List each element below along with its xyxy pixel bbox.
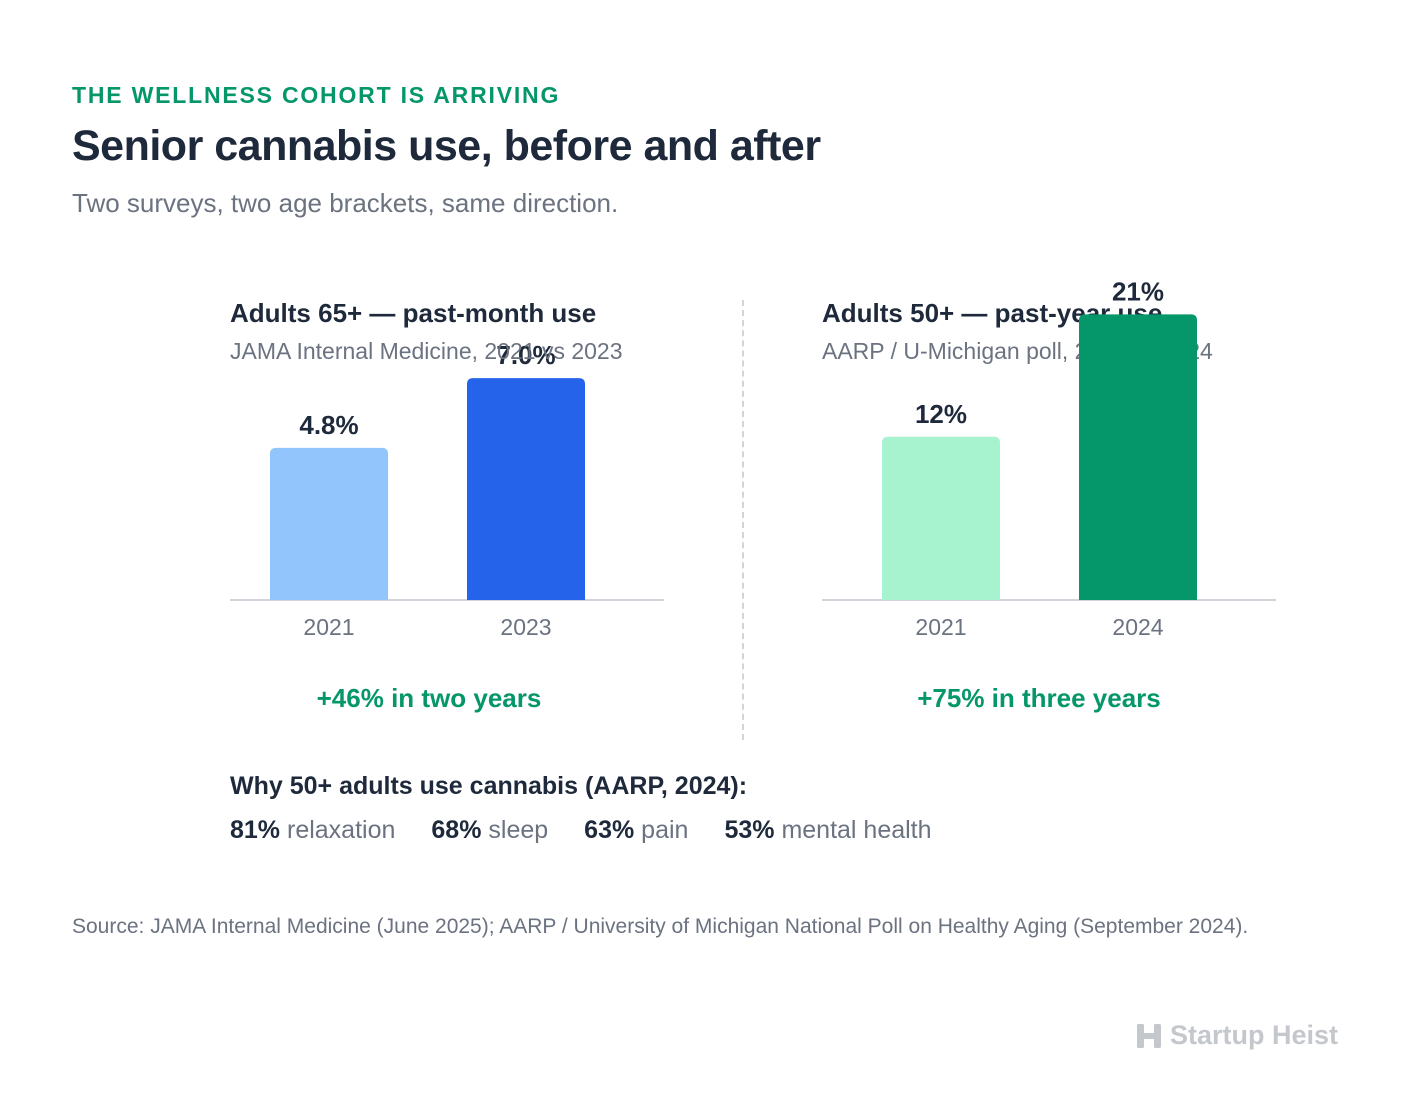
bar-2021 (270, 447, 388, 600)
x-tick-label: 2024 (1112, 614, 1163, 640)
page-subtitle: Two surveys, two age brackets, same dire… (72, 188, 619, 218)
change-label-65plus: +46% in two years (316, 683, 542, 713)
bar-2023 (467, 378, 585, 600)
source-note: Source: JAMA Internal Medicine (June 202… (72, 915, 1249, 938)
reason-pct: 53% (724, 816, 775, 844)
reason-pct: 81% (230, 816, 281, 844)
reason-label: sleep (488, 816, 549, 844)
panel-divider (742, 300, 744, 740)
page-title: Senior cannabis use, before and after (72, 122, 821, 170)
reason-pct: 63% (584, 816, 635, 844)
brand-name: Startup Heist (1169, 1020, 1338, 1050)
x-tick-label: 2021 (915, 614, 966, 640)
x-tick-label: 2023 (500, 614, 551, 640)
reason-item: 53% mental health (724, 816, 931, 845)
reason-label: mental health (781, 816, 932, 844)
data-label: 12% (915, 399, 967, 429)
change-label-50plus: +75% in three years (917, 683, 1161, 713)
bar-2024 (1079, 314, 1197, 600)
panel-title-65plus: Adults 65+ — past-month use (230, 298, 597, 328)
eyebrow-label: THE WELLNESS COHORT IS ARRIVING (72, 82, 561, 108)
data-label: 4.8% (299, 410, 358, 440)
reason-pct: 68% (431, 816, 482, 844)
reasons-list: 81% relaxation 68% sleep 63% pain 53% me… (230, 816, 932, 845)
x-tick-label: 2021 (303, 614, 354, 640)
brand-logo: Startup Heist (1136, 1020, 1338, 1051)
reason-item: 63% pain (584, 816, 688, 845)
reasons-title: Why 50+ adults use cannabis (AARP, 2024)… (230, 772, 748, 800)
panel-source-65plus: JAMA Internal Medicine, 2021 vs 2023 (230, 338, 623, 364)
data-label: 21% (1112, 276, 1164, 306)
reason-item: 81% relaxation (230, 816, 395, 845)
reason-label: relaxation (287, 816, 396, 844)
reason-item: 68% sleep (431, 816, 548, 845)
bar-2021 (882, 436, 1000, 600)
data-label: 7.0% (496, 340, 555, 370)
h-logo-icon (1136, 1023, 1161, 1048)
reason-label: pain (641, 816, 689, 844)
